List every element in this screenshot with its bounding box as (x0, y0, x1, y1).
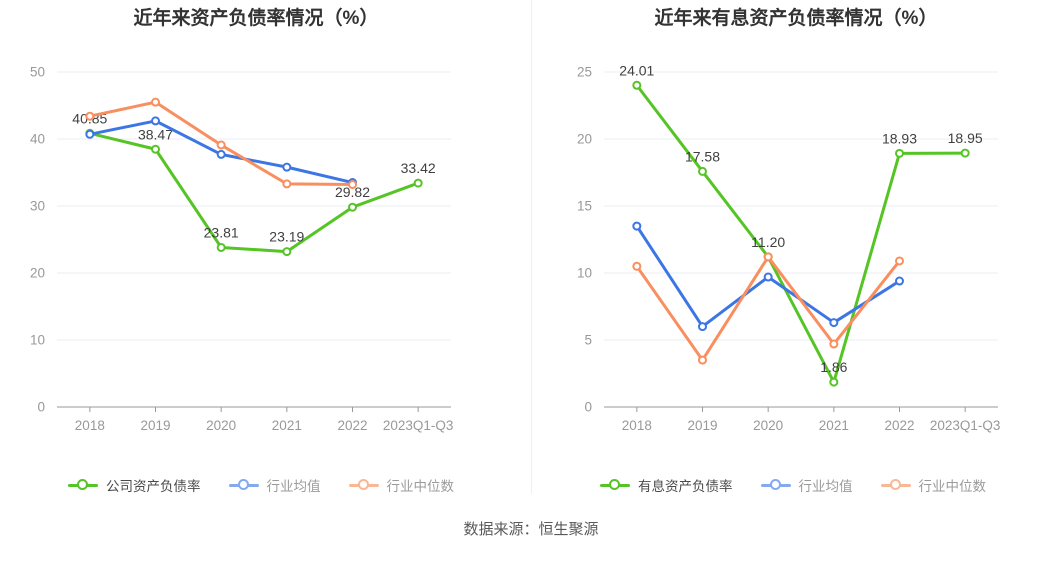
legend-label: 行业中位数 (918, 479, 987, 494)
data-point (632, 261, 642, 271)
line-marker-icon (760, 478, 791, 492)
data-point (348, 180, 357, 190)
legend-asset-liability: 公司资产负债率 行业均值 行业中位数 (68, 476, 531, 494)
data-point (895, 276, 904, 286)
line-marker-icon (880, 478, 911, 492)
data-point (85, 129, 95, 139)
data-point-label: 23.19 (269, 229, 304, 245)
x-tick-label: 2019 (687, 418, 717, 433)
x-tick-label: 2021 (272, 418, 302, 433)
data-point (151, 144, 160, 154)
data-point (282, 179, 292, 189)
data-point (413, 178, 423, 188)
legend-item-industry-median[interactable]: 行业中位数 (880, 475, 987, 495)
legend-label: 公司资产负债率 (106, 479, 201, 494)
data-point (282, 247, 292, 257)
chart-canvas-interest-bearing: 近年来有息资产负债率情况（%） 0 5 10 15 20 25 2018 2019 2020 20… (577, 6, 1001, 433)
line-marker-icon (228, 478, 259, 492)
line-marker-icon (348, 478, 379, 492)
y-tick-label: 0 (584, 400, 592, 415)
y-tick-label: 0 (37, 400, 45, 415)
x-tick-label: 2020 (206, 418, 236, 433)
legend-item-interest-ratio[interactable]: 有息资产负债率 (600, 475, 733, 495)
data-point-label: 29.82 (335, 184, 370, 200)
legend-label: 行业均值 (266, 479, 321, 494)
x-tick-label: 2018 (622, 418, 652, 433)
line-marker-icon (600, 478, 630, 492)
x-tick-label: 2018 (75, 418, 105, 433)
chart-title-interest-bearing: 近年来有息资产负债率情况（%） (655, 6, 938, 29)
chart-panel-asset-liability: 近年来资产负债率情况（%） 0 10 20 30 40 50 2018 2019 2020 202… (0, 0, 531, 494)
y-tick-label: 30 (30, 199, 45, 214)
legend-label: 行业均值 (798, 479, 853, 494)
data-point-label: 18.93 (882, 130, 917, 146)
data-point-label: 24.01 (619, 62, 654, 78)
data-point (829, 318, 839, 328)
chart-panel-interest-bearing: 近年来有息资产负债率情况（%） 0 5 10 15 20 25 2018 2019 2020 20… (531, 0, 1062, 494)
legend-item-industry-mean[interactable]: 行业均值 (228, 475, 321, 495)
data-point (216, 140, 226, 150)
line-marker-icon (68, 478, 98, 492)
y-tick-label: 50 (30, 65, 45, 80)
x-tick-label: 2019 (140, 418, 170, 433)
legend-label: 行业中位数 (386, 479, 455, 494)
legend-interest-bearing: 有息资产负债率 行业均值 行业中位数 (600, 476, 1062, 494)
charts-container: 近年来资产负债率情况（%） 0 10 20 30 40 50 2018 2019 2020 202… (0, 0, 1062, 494)
x-tick-label: 2021 (819, 418, 849, 433)
data-point-label: 18.95 (948, 130, 983, 146)
data-point-label: 33.42 (401, 160, 436, 176)
data-source-caption: 数据来源：恒生聚源 (463, 521, 599, 538)
series-line-2 (635, 255, 901, 362)
y-tick-label: 5 (584, 333, 592, 348)
x-tick-label: 2022 (337, 418, 367, 433)
data-point (85, 111, 95, 121)
y-tick-label: 20 (577, 132, 592, 147)
y-tick-label: 15 (577, 199, 592, 214)
y-tick-label: 10 (30, 333, 45, 348)
data-point-label: 17.58 (685, 148, 720, 164)
series-line-0 (88, 131, 420, 254)
data-point (829, 339, 839, 349)
legend-label: 有息资产负债率 (638, 479, 733, 494)
data-point-label: 38.47 (138, 126, 173, 142)
legend-item-industry-median[interactable]: 行业中位数 (348, 475, 455, 495)
legend-item-industry-mean[interactable]: 行业均值 (760, 475, 853, 495)
x-tick-label: 2023Q1-Q3 (383, 418, 454, 433)
data-point (960, 148, 970, 158)
data-point (216, 242, 226, 252)
data-point (216, 149, 226, 159)
data-point (698, 166, 707, 176)
data-point-label: 11.20 (751, 234, 785, 250)
data-point-label: 23.81 (204, 224, 239, 240)
y-tick-label: 10 (577, 266, 592, 281)
y-tick-label: 20 (30, 266, 45, 281)
y-tick-label: 25 (577, 65, 592, 80)
data-point (698, 355, 707, 365)
series-line-0 (635, 83, 967, 384)
data-point (698, 322, 707, 332)
chart-title-asset-liability: 近年来资产负债率情况（%） (134, 6, 379, 29)
data-point (895, 256, 904, 266)
data-point (151, 97, 160, 107)
x-tick-label: 2023Q1-Q3 (930, 418, 1001, 433)
x-tick-label: 2022 (884, 418, 914, 433)
chart-canvas-asset-liability: 近年来资产负债率情况（%） 0 10 20 30 40 50 2018 2019 2020 202… (30, 6, 454, 433)
data-point (763, 252, 773, 262)
data-point (895, 148, 904, 158)
data-point (829, 377, 839, 387)
data-point (632, 80, 642, 90)
x-tick-label: 2020 (753, 418, 783, 433)
data-point-label: 1.86 (820, 359, 847, 375)
data-point (632, 221, 642, 231)
y-tick-label: 40 (30, 132, 45, 147)
legend-item-company-ratio[interactable]: 公司资产负债率 (68, 475, 201, 495)
data-point (282, 162, 292, 172)
data-point (348, 202, 357, 212)
data-point (151, 116, 160, 126)
data-point (763, 272, 773, 282)
